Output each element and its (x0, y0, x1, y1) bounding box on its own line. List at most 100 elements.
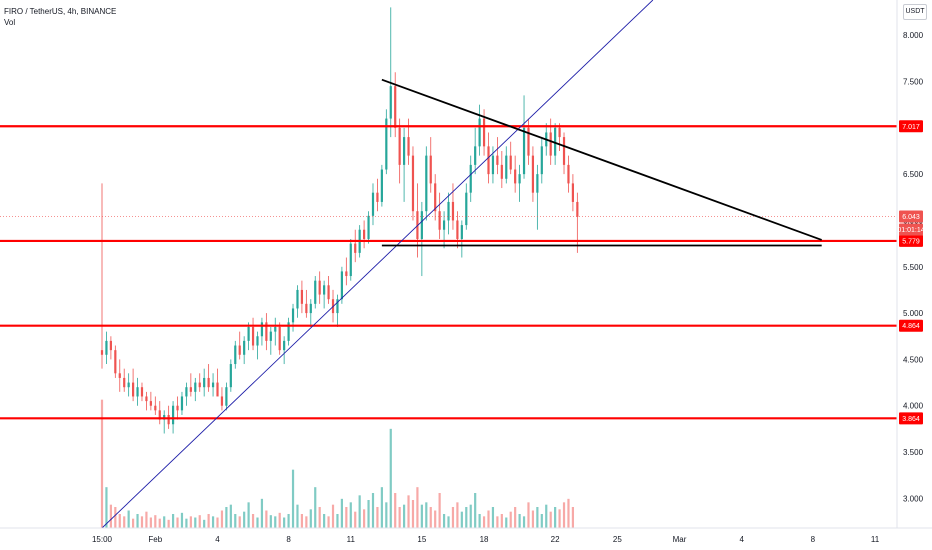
volume-bar (123, 516, 126, 528)
volume-bar (105, 487, 108, 528)
candle-body (402, 137, 406, 165)
volume-bar (225, 507, 228, 528)
candle-body (420, 211, 423, 239)
time-tick-label: 25 (613, 535, 622, 544)
time-tick-label: 4 (739, 535, 744, 544)
time-tick-label: 18 (480, 535, 489, 544)
candle-body (429, 155, 432, 184)
candle-body (287, 322, 290, 341)
candle-body (118, 373, 121, 378)
volume-bar (198, 515, 201, 528)
candle-body (203, 377, 206, 388)
time-axis[interactable]: 15:00Feb481115182225Mar481115 (92, 535, 932, 544)
volume-label[interactable]: Vol (4, 18, 16, 27)
volume-bar (287, 514, 290, 528)
horizontal-levels-layer (0, 125, 897, 420)
volume-bar (469, 504, 472, 528)
volume-bar (478, 514, 481, 528)
volume-bar (154, 515, 157, 528)
volume-bar (163, 516, 166, 528)
volume-bar (269, 515, 272, 528)
volume-bar (509, 511, 512, 528)
candle-body (145, 396, 148, 402)
candle-body (482, 118, 486, 147)
price-axis[interactable]: 8.0007.5007.0006.5006.0005.5005.0004.500… (903, 31, 924, 503)
price-tick-label: 4.500 (903, 355, 924, 364)
volume-bar (274, 516, 277, 528)
candle-body (394, 86, 397, 128)
candle-body (340, 271, 343, 300)
volume-bar (460, 511, 463, 528)
volume-bar (429, 507, 432, 528)
currency-button[interactable]: USDT (903, 4, 927, 20)
level-price-label: 5.779 (902, 238, 920, 245)
volume-bar (180, 512, 184, 528)
volume-bar (518, 514, 521, 528)
candle-body (251, 326, 255, 346)
volume-bar (536, 507, 539, 528)
candle-body (562, 137, 566, 165)
volume-bar (456, 502, 459, 528)
candle-body (243, 340, 246, 355)
candle-body (567, 164, 570, 184)
candle-body (487, 146, 490, 175)
candle-body (558, 127, 561, 138)
candle-body (571, 183, 575, 202)
last-price-label-bg (899, 210, 923, 223)
candle-body (505, 155, 508, 179)
volume-bar (203, 519, 206, 528)
candle-body (327, 285, 330, 300)
volume-bar (185, 518, 188, 528)
volume-bar (371, 493, 375, 528)
candle-body (127, 382, 130, 388)
time-tick-label: 15 (417, 535, 426, 544)
candle-body (278, 326, 281, 351)
price-tick-label: 5.000 (903, 309, 924, 318)
candle-body (176, 405, 179, 411)
bar-countdown-label-bg (899, 223, 923, 236)
candle-body (300, 289, 304, 304)
volume-bar (491, 507, 495, 528)
volume-bar (229, 504, 232, 528)
volume-bar (531, 510, 535, 528)
candle-body (225, 387, 228, 406)
volume-bar (283, 517, 286, 528)
time-tick-label: 8 (286, 535, 291, 544)
candle-body (522, 127, 526, 175)
volume-bar (167, 519, 170, 528)
volume-bar (349, 502, 352, 528)
candle-body (309, 303, 312, 314)
symbol-title[interactable]: FIRO / TetherUS, 4h, BINANCE (4, 7, 117, 16)
candle-body (527, 127, 530, 156)
candle-body (154, 405, 157, 411)
candle-body (411, 155, 415, 212)
last-price-label: 6.043 (902, 214, 920, 221)
candle-body (296, 289, 299, 309)
candle-body (189, 387, 192, 392)
price-tick-label: 3.500 (903, 448, 924, 457)
volume-bar (540, 514, 543, 528)
volume-bar (438, 493, 441, 528)
candle-body (198, 382, 201, 388)
candle-body (407, 137, 410, 156)
volume-bar (127, 510, 130, 528)
candle-body (514, 169, 517, 184)
candle-body (260, 322, 264, 337)
volume-bar (265, 510, 268, 528)
candle-body (171, 405, 175, 425)
volume-bar (434, 510, 437, 528)
volume-bar (411, 500, 415, 528)
bar-countdown-label: 01:01:14 (897, 227, 924, 234)
volume-bar (336, 514, 339, 528)
level-price-label: 3.864 (902, 416, 920, 423)
volume-bar (545, 504, 548, 528)
volume-bar (376, 507, 379, 528)
chart-legend: FIRO / TetherUS, 4h, BINANCE Vol (4, 6, 116, 28)
volume-bar (482, 516, 486, 528)
trendline-rising-support[interactable] (101, 0, 654, 529)
trendline-descending-resistance[interactable] (381, 78, 822, 241)
volume-bar (296, 504, 299, 528)
candle-body (323, 285, 326, 295)
volume-bar (394, 493, 397, 528)
